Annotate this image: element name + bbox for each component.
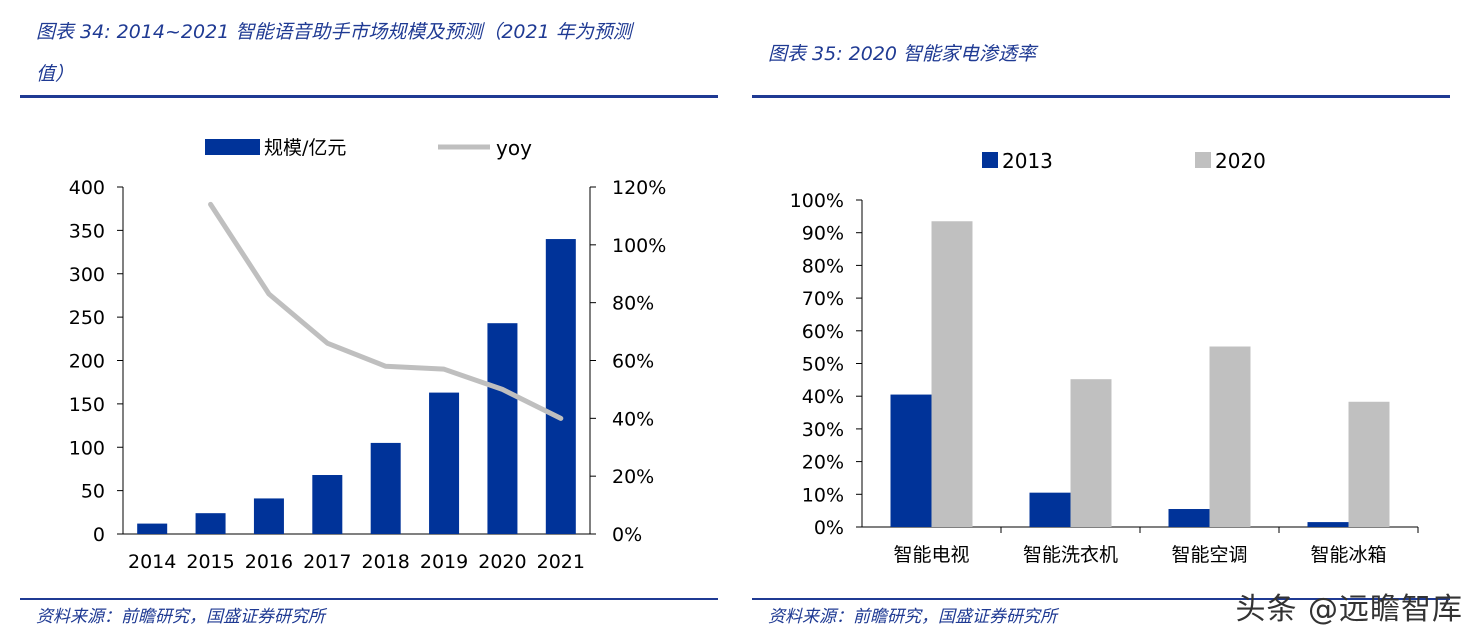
bar-market-size [545, 239, 576, 535]
bar-market-size [137, 523, 168, 534]
left-y-tick-label: 0 [93, 524, 105, 546]
left-title-rule [20, 95, 718, 98]
left-y-tick-label: 400 [69, 177, 105, 199]
left-y-tick-label: 200 [69, 351, 105, 373]
bar-market-size [429, 392, 460, 534]
x-tick-label: 智能空调 [1171, 544, 1247, 566]
x-tick-label: 智能电视 [893, 544, 969, 566]
right-figure-panel: 图表 35: 2020 智能家电渗透率 0% 10% 20% 30% 40% 50% 60%… [740, 0, 1481, 642]
y-tick-label: 60% [802, 321, 844, 343]
right-y-tick-label: 0% [612, 524, 642, 546]
x-tick-label: 智能洗衣机 [1023, 544, 1118, 566]
bar-2020 [1070, 379, 1112, 527]
bar-2013 [890, 394, 932, 527]
bar-market-size [370, 442, 401, 534]
right-source-rule [752, 598, 1450, 600]
left-y-tick-label: 100 [69, 437, 105, 459]
y-tick-label: 30% [802, 419, 844, 441]
bar-2020 [1209, 346, 1251, 527]
x-tick-label: 2014 [128, 551, 176, 573]
x-tick-label: 2015 [186, 551, 234, 573]
y-tick-label: 70% [802, 288, 844, 310]
watermark: 头条 @远瞻智库 [1235, 592, 1463, 627]
y-tick-label: 50% [802, 354, 844, 376]
y-tick-label: 10% [802, 484, 844, 506]
bar-2020 [931, 221, 973, 527]
bar-market-size [487, 323, 518, 534]
x-tick-label: 2017 [303, 551, 351, 573]
x-tick-label: 2021 [537, 551, 585, 573]
bar-market-size [253, 498, 284, 534]
legend-swatch-2020 [1195, 152, 1211, 168]
right-y-tick-label: 100% [612, 235, 666, 257]
right-y-tick-label: 120% [612, 177, 666, 199]
legend-label-2013: 2013 [1002, 149, 1053, 173]
bar-market-size [195, 513, 226, 534]
x-tick-label: 2019 [420, 551, 468, 573]
x-tick-label: 2018 [362, 551, 410, 573]
y-tick-label: 100% [790, 190, 844, 212]
bar-2013 [1307, 522, 1349, 527]
bar-market-size [312, 475, 343, 534]
left-y-tick-label: 50 [81, 481, 105, 503]
legend-label-2020: 2020 [1215, 149, 1266, 173]
y-tick-label: 40% [802, 386, 844, 408]
y-tick-label: 90% [802, 223, 844, 245]
left-source-rule [20, 598, 718, 600]
penetration-chart: 0% 10% 20% 30% 40% 50% 60% 70% 80% 90% 100% 智能电视 智能洗… [790, 149, 1419, 566]
right-source-note: 资料来源：前瞻研究，国盛证券研究所 [768, 607, 1057, 627]
right-y-tick-label: 60% [612, 351, 654, 373]
bar-2013 [1168, 509, 1210, 527]
left-figure-panel: 图表 34: 2014~2021 智能语音助手市场规模及预测（2021 年为预测… [0, 0, 740, 642]
y-tick-label: 0% [814, 517, 844, 539]
right-y-tick-label: 20% [612, 466, 654, 488]
bar-2013 [1029, 492, 1071, 527]
right-y-tick-label: 40% [612, 408, 654, 430]
market-size-chart: 0 50 100 150 200 250 300 350 400 0% 20% 40% 60% 80% 10… [69, 136, 667, 573]
x-tick-label: 2020 [478, 551, 526, 573]
legend-label-bars: 规模/亿元 [264, 137, 346, 159]
left-y-tick-label: 350 [69, 220, 105, 242]
right-y-tick-label: 80% [612, 293, 654, 315]
x-tick-label: 2016 [245, 551, 293, 573]
legend-label-line: yoy [496, 136, 532, 160]
left-figure-title-line1: 图表 34: 2014~2021 智能语音助手市场规模及预测（2021 年为预测 [36, 21, 632, 43]
left-y-tick-label: 250 [69, 307, 105, 329]
x-tick-label: 智能冰箱 [1310, 544, 1386, 566]
yoy-line [208, 201, 564, 421]
right-title-rule [752, 95, 1450, 98]
legend-swatch-bars [205, 139, 260, 155]
y-tick-label: 80% [802, 255, 844, 277]
left-y-tick-label: 150 [69, 394, 105, 416]
left-figure-title-line2: 值） [36, 63, 75, 85]
left-y-tick-label: 300 [69, 264, 105, 286]
y-tick-label: 20% [802, 452, 844, 474]
left-source-note: 资料来源：前瞻研究，国盛证券研究所 [36, 607, 325, 627]
right-figure-title: 图表 35: 2020 智能家电渗透率 [768, 43, 1037, 65]
legend-swatch-2013 [982, 152, 998, 168]
bar-2020 [1348, 401, 1390, 527]
